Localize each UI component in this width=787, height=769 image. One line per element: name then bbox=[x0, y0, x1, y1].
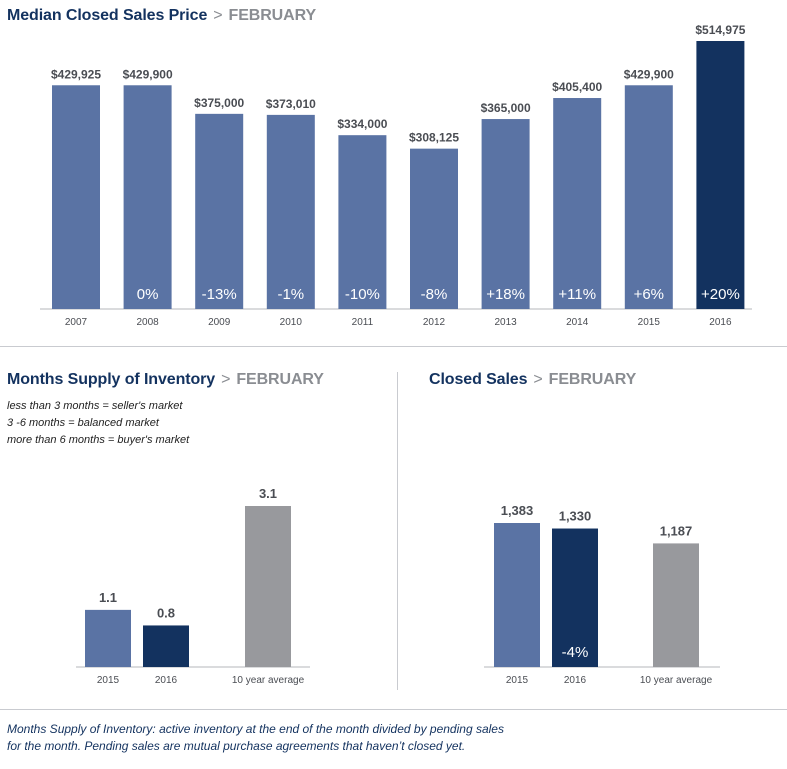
bar-2016 bbox=[696, 41, 745, 309]
change-label: +20% bbox=[701, 286, 740, 303]
category-label: 2016 bbox=[709, 317, 732, 328]
bar-2010 bbox=[266, 114, 315, 309]
bar-10-year-average bbox=[245, 506, 291, 667]
footnote-line: Months Supply of Inventory: active inven… bbox=[7, 722, 504, 736]
bar-10-year-average bbox=[653, 543, 699, 667]
bar-2015 bbox=[494, 523, 540, 667]
category-label: 2008 bbox=[136, 317, 159, 328]
value-label: 0.8 bbox=[157, 605, 175, 620]
title-separator: > bbox=[213, 7, 223, 24]
bar-2011 bbox=[338, 135, 387, 309]
market-note: 3 -6 months = balanced market bbox=[7, 417, 159, 429]
change-label: 0% bbox=[137, 286, 159, 303]
title-separator: > bbox=[533, 371, 543, 388]
value-label: $308,125 bbox=[409, 131, 459, 145]
value-label: 1.1 bbox=[99, 590, 117, 605]
bar-2007 bbox=[52, 85, 100, 310]
category-label: 2010 bbox=[280, 317, 303, 328]
value-label: $429,900 bbox=[123, 67, 173, 81]
bar-2015 bbox=[624, 85, 673, 309]
value-label: $514,975 bbox=[695, 23, 745, 37]
bar-2016 bbox=[552, 528, 598, 667]
price-bar-chart: $429,925 2007 $429,900 0% 2008 $375,000 -13% 20… bbox=[40, 23, 752, 328]
market-note: more than 6 months = buyer's market bbox=[7, 434, 190, 446]
category-label: 2015 bbox=[97, 675, 120, 686]
bar-2012 bbox=[410, 148, 458, 309]
value-label: $373,010 bbox=[266, 97, 316, 111]
value-label: 1,187 bbox=[660, 523, 693, 538]
change-label: +11% bbox=[558, 286, 596, 303]
bar-2009 bbox=[195, 113, 244, 309]
category-label: 2013 bbox=[494, 317, 517, 328]
value-label: 1,330 bbox=[559, 509, 592, 524]
column-divider bbox=[397, 372, 398, 690]
change-label: -4% bbox=[562, 644, 589, 661]
category-label: 2011 bbox=[352, 317, 374, 328]
category-label: 10 year average bbox=[640, 675, 713, 686]
category-label: 2015 bbox=[506, 675, 529, 686]
footnote: Months Supply of Inventory: active inven… bbox=[7, 721, 607, 755]
change-label: +6% bbox=[634, 286, 664, 303]
category-label: 2015 bbox=[638, 317, 661, 328]
market-definitions: less than 3 months = seller's market 3 -… bbox=[7, 398, 189, 449]
price-chart-title-text: Median Closed Sales Price bbox=[7, 7, 208, 24]
category-label: 2009 bbox=[208, 317, 231, 328]
section-divider bbox=[0, 346, 787, 347]
value-label: $375,000 bbox=[194, 96, 244, 110]
change-label: -10% bbox=[345, 286, 380, 303]
market-note: less than 3 months = seller's market bbox=[7, 400, 183, 412]
bar-2016 bbox=[143, 625, 189, 667]
inventory-chart-title-text: Months Supply of Inventory bbox=[7, 371, 216, 388]
value-label: $429,900 bbox=[624, 67, 674, 81]
change-label: -1% bbox=[277, 286, 304, 303]
value-label: $365,000 bbox=[481, 101, 531, 115]
inventory-chart-title: Months Supply of Inventory > FEBRUARY bbox=[7, 371, 324, 389]
value-label: 1,383 bbox=[501, 503, 534, 518]
value-label: 3.1 bbox=[259, 486, 277, 501]
category-label: 10 year average bbox=[232, 675, 305, 686]
category-label: 2007 bbox=[65, 317, 88, 328]
change-label: -8% bbox=[421, 286, 448, 303]
change-label: -13% bbox=[202, 286, 237, 303]
footer-divider bbox=[0, 709, 787, 710]
value-label: $429,925 bbox=[51, 67, 101, 81]
value-label: $405,400 bbox=[552, 80, 602, 94]
inventory-chart-month: FEBRUARY bbox=[236, 371, 324, 388]
title-separator: > bbox=[221, 371, 231, 388]
bar-2013 bbox=[481, 119, 530, 309]
category-label: 2016 bbox=[155, 675, 178, 686]
footnote-line: for the month. Pending sales are mutual … bbox=[7, 739, 466, 753]
bar-2014 bbox=[553, 98, 602, 309]
closed-sales-chart-title-text: Closed Sales bbox=[429, 371, 528, 388]
price-chart-month: FEBRUARY bbox=[228, 7, 317, 24]
closed-sales-chart-title: Closed Sales > FEBRUARY bbox=[429, 371, 636, 389]
price-chart-title: Median Closed Sales Price > FEBRUARY bbox=[7, 7, 316, 25]
category-label: 2016 bbox=[564, 675, 587, 686]
closed-sales-chart-month: FEBRUARY bbox=[548, 371, 637, 388]
bar-2008 bbox=[123, 85, 172, 309]
value-label: $334,000 bbox=[337, 117, 387, 131]
category-label: 2012 bbox=[423, 317, 446, 328]
category-label: 2014 bbox=[566, 317, 589, 328]
bar-2015 bbox=[85, 609, 131, 667]
change-label: +18% bbox=[486, 286, 525, 303]
